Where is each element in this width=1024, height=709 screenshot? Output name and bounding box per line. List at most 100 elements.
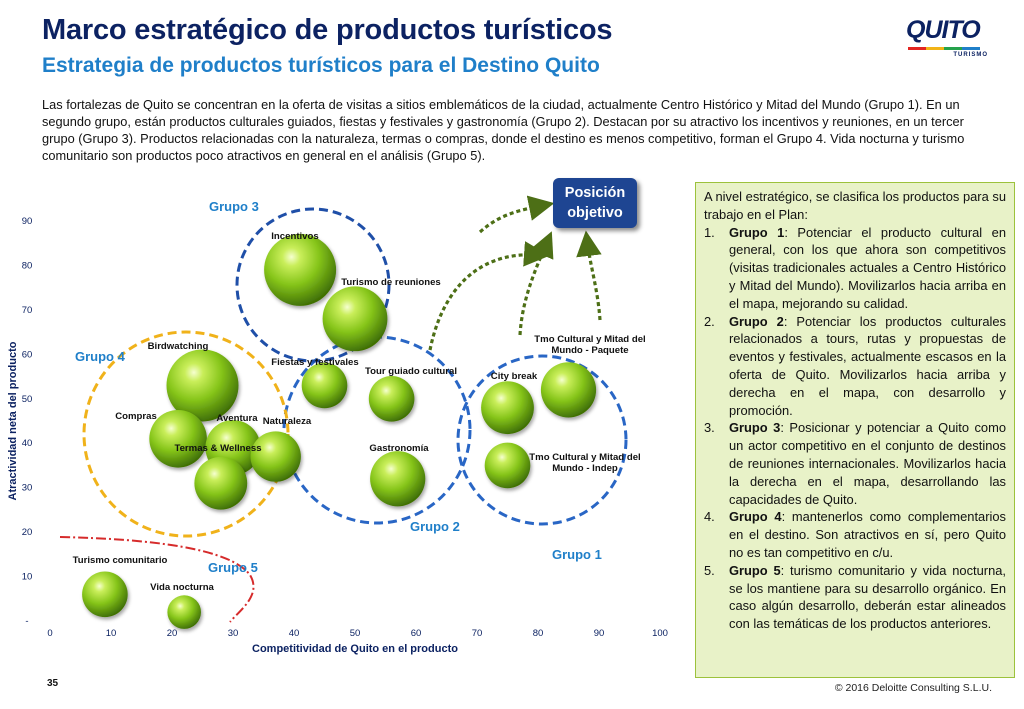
product-bubble — [540, 362, 597, 418]
bubble-label: Termas & Wellness — [174, 443, 261, 454]
product-bubble — [370, 451, 426, 507]
y-tick-label: 70 — [22, 305, 33, 316]
item-group: Grupo 2 — [729, 313, 784, 329]
x-tick-label: 70 — [472, 628, 483, 639]
y-tick-label: 60 — [22, 349, 33, 360]
product-bubble — [264, 233, 337, 306]
x-tick-label: 20 — [167, 628, 178, 639]
bubble-label: Turismo de reuniones — [341, 277, 441, 288]
item-group: Grupo 1 — [729, 224, 785, 240]
item-number: 2. — [704, 313, 715, 329]
y-tick-label: 20 — [22, 527, 33, 538]
movement-arrow — [576, 230, 602, 321]
product-bubble — [149, 409, 207, 468]
x-axis-label: Competitividad de Quito en el producto — [252, 643, 458, 655]
x-tick-label: 100 — [652, 628, 668, 639]
product-bubble — [82, 571, 128, 618]
bubble-label: Naturaleza — [263, 416, 312, 427]
item-number: 4. — [704, 509, 715, 525]
product-bubble — [301, 362, 348, 409]
strategy-intro: A nivel estratégico, se clasifica los pr… — [704, 189, 1006, 222]
bubble-label: City break — [491, 371, 538, 382]
page-subtitle: Estrategia de productos turísticos para … — [42, 54, 600, 77]
bubble-label: Tmo Cultural y Mitad del Mundo - Paquete — [534, 334, 645, 356]
bubble-label: Fiestas y festivales — [271, 357, 358, 368]
group-circle — [456, 354, 628, 526]
x-tick-label: 30 — [228, 628, 239, 639]
intro-paragraph: Las fortalezas de Quito se concentran en… — [42, 97, 965, 163]
group-circle — [235, 207, 391, 363]
x-tick-label: 80 — [533, 628, 544, 639]
item-text: : Posicionar y potenciar a Quito como un… — [729, 420, 1006, 507]
bubble-label: Turismo comunitario — [73, 555, 168, 566]
product-bubble — [166, 349, 239, 422]
bubble-label: Vida nocturna — [150, 582, 214, 593]
group-boundary — [59, 536, 255, 623]
logo-word: QUITO — [906, 16, 981, 44]
y-axis-label: Atractividad neta del producto — [7, 341, 19, 500]
strategy-item: 2. Grupo 2: Potenciar los productos cultu… — [704, 313, 1006, 420]
product-bubble — [250, 431, 301, 482]
page-number: 35 — [47, 678, 59, 689]
y-tick-label: 90 — [22, 216, 33, 227]
y-tick-label: 80 — [22, 260, 33, 271]
item-number: 5. — [704, 562, 715, 578]
group-label: Grupo 3 — [209, 199, 259, 214]
x-tick-label: 40 — [289, 628, 300, 639]
item-text: : turismo comunitario y vida nocturna, s… — [729, 562, 1007, 632]
y-tick-label: 30 — [22, 483, 33, 494]
target-label-line1: Posición — [564, 185, 626, 201]
y-tick-label: 10 — [22, 572, 33, 583]
item-number: 3. — [704, 420, 715, 436]
movement-arrow — [478, 195, 555, 234]
strategy-item: 3. Grupo 3: Posicionar y potenciar a Quit… — [704, 419, 1006, 508]
x-tick-label: 50 — [350, 628, 361, 639]
x-tick-label: 60 — [411, 628, 422, 639]
strategy-item: 5. Grupo 5: turismo comunitario y vida no… — [704, 562, 1006, 633]
quito-logo: QUITO TURISMO — [906, 16, 988, 58]
bubble-label: Birdwatching — [148, 341, 209, 352]
item-group: Grupo 3 — [729, 420, 781, 436]
group-circle — [82, 330, 290, 538]
group-label: Grupo 4 — [75, 349, 126, 364]
product-bubble — [194, 456, 248, 510]
item-number: 1. — [704, 224, 715, 240]
bubble-label: Incentivos — [271, 231, 318, 242]
movement-arrow — [428, 241, 550, 351]
copyright: © 2016 Deloitte Consulting S.L.U. — [834, 682, 992, 694]
product-bubble — [481, 381, 534, 435]
bubble-chart: 0 10 20 30 40 50 60 70 80 90 100 - 10 20 30 40 50 60 70 80 9… — [7, 195, 668, 655]
product-bubble — [368, 375, 415, 422]
item-group: Grupo 5 — [729, 562, 781, 578]
x-tick-label: 10 — [106, 628, 117, 639]
product-bubble — [322, 286, 388, 352]
target-label-line2: objetivo — [567, 205, 623, 221]
y-tick-label: - — [25, 616, 28, 627]
bubble-label: Tmo Cultural y Mitad del Mundo - Indep — [529, 452, 640, 474]
bubble-label: Aventura — [216, 413, 258, 424]
page-title: Marco estratégico de productos turístico… — [42, 14, 613, 46]
item-group: Grupo 4 — [729, 509, 782, 525]
bubble-label: Gastronomía — [369, 443, 429, 454]
bubble-label: Compras — [115, 411, 157, 422]
product-bubble — [484, 442, 531, 489]
item-text: : Potenciar los productos culturales rel… — [729, 313, 1006, 418]
logo-subtitle: TURISMO — [953, 52, 988, 58]
strategy-panel: A nivel estratégico, se clasifica los pr… — [695, 182, 1015, 678]
bubble-label: Tour guiado cultural — [365, 366, 457, 377]
group-label: Grupo 2 — [410, 519, 460, 534]
product-bubble — [167, 595, 201, 629]
x-tick-label: 0 — [47, 628, 52, 639]
strategy-item: 4. Grupo 4: mantenerlos como complementar… — [704, 508, 1006, 561]
strategy-item: 1. Grupo 1: Potenciar el producto cultura… — [704, 224, 1006, 313]
y-tick-label: 50 — [22, 394, 33, 405]
x-tick-label: 90 — [594, 628, 605, 639]
y-tick-label: 40 — [22, 438, 33, 449]
item-text: : mantenerlos como complementarios en el… — [729, 509, 1006, 560]
group-label: Grupo 5 — [208, 560, 258, 575]
movement-arrow — [518, 231, 554, 336]
strategy-list: 1. Grupo 1: Potenciar el producto cultura… — [704, 224, 1006, 633]
group-label: Grupo 1 — [552, 547, 602, 562]
target-position-box: Posición objetivo — [553, 178, 637, 228]
item-text: : Potenciar el producto cultural en gene… — [729, 224, 1006, 311]
